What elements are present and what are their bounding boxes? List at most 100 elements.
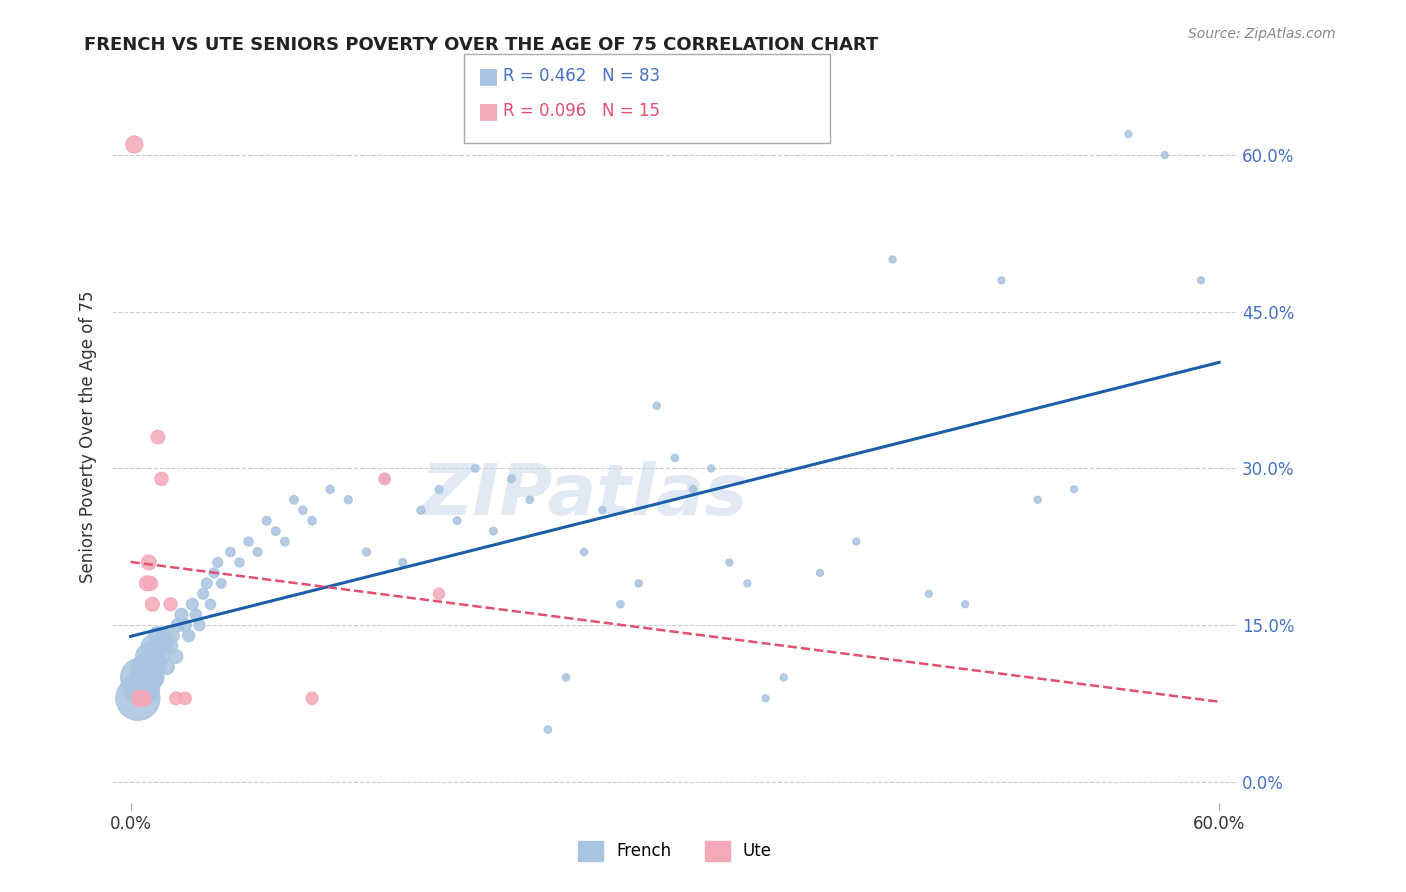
Point — [1118, 127, 1140, 141]
Point — [337, 492, 360, 507]
Point — [139, 576, 162, 591]
Point — [700, 461, 723, 475]
Point — [193, 587, 215, 601]
Point — [319, 483, 342, 497]
Point — [664, 450, 686, 465]
Point — [156, 660, 179, 674]
Point — [572, 545, 595, 559]
Point — [772, 670, 794, 684]
Point — [228, 556, 250, 570]
Point — [181, 597, 204, 611]
Point — [132, 681, 155, 695]
Point — [138, 649, 160, 664]
Point — [501, 472, 523, 486]
Text: ■: ■ — [478, 66, 499, 86]
Point — [737, 576, 759, 591]
Text: R = 0.462   N = 83: R = 0.462 N = 83 — [503, 67, 661, 85]
Point — [188, 618, 211, 632]
Point — [301, 514, 323, 528]
Point — [356, 545, 378, 559]
Point — [256, 514, 278, 528]
Point — [132, 691, 155, 706]
Point — [882, 252, 904, 267]
Point — [591, 503, 613, 517]
Point — [482, 524, 505, 538]
Point — [918, 587, 941, 601]
Point — [143, 649, 166, 664]
Point — [139, 660, 162, 674]
Point — [127, 691, 149, 706]
Point — [165, 649, 187, 664]
Point — [165, 691, 187, 706]
Text: FRENCH VS UTE SENIORS POVERTY OVER THE AGE OF 75 CORRELATION CHART: FRENCH VS UTE SENIORS POVERTY OVER THE A… — [84, 36, 879, 54]
Point — [1026, 492, 1049, 507]
Point — [138, 556, 160, 570]
Point — [202, 566, 225, 580]
Point — [409, 503, 432, 517]
Point — [170, 607, 193, 622]
Text: ■: ■ — [478, 102, 499, 121]
Point — [159, 597, 181, 611]
Point — [149, 639, 172, 653]
Point — [136, 576, 159, 591]
Point — [152, 629, 174, 643]
Point — [627, 576, 650, 591]
Point — [1063, 483, 1085, 497]
Point — [464, 461, 486, 475]
Text: Source: ZipAtlas.com: Source: ZipAtlas.com — [1188, 27, 1336, 41]
Point — [162, 629, 184, 643]
Point — [808, 566, 831, 580]
Point — [141, 670, 163, 684]
Point — [953, 597, 976, 611]
Point — [301, 691, 323, 706]
Point — [141, 597, 163, 611]
Point — [128, 691, 150, 706]
Point — [136, 660, 159, 674]
Point — [184, 607, 207, 622]
Point — [128, 670, 150, 684]
Point — [374, 472, 396, 486]
Point — [718, 556, 741, 570]
Point — [845, 534, 868, 549]
Point — [207, 556, 229, 570]
Point — [291, 503, 314, 517]
Point — [146, 629, 169, 643]
Point — [264, 524, 287, 538]
Point — [682, 483, 704, 497]
Point — [283, 492, 305, 507]
Point — [174, 691, 197, 706]
Point — [200, 597, 222, 611]
Point — [990, 273, 1012, 287]
Point — [174, 618, 197, 632]
Point — [209, 576, 232, 591]
Point — [246, 545, 269, 559]
Point — [755, 691, 778, 706]
Point — [138, 670, 160, 684]
Point — [159, 639, 181, 653]
Point — [555, 670, 578, 684]
Point — [427, 587, 450, 601]
Point — [219, 545, 242, 559]
Legend: French, Ute: French, Ute — [571, 834, 779, 868]
Point — [446, 514, 468, 528]
Point — [1189, 273, 1212, 287]
Point — [153, 639, 176, 653]
Point — [537, 723, 560, 737]
Point — [150, 472, 173, 486]
Point — [145, 660, 167, 674]
Y-axis label: Seniors Poverty Over the Age of 75: Seniors Poverty Over the Age of 75 — [79, 291, 97, 583]
Text: R = 0.096   N = 15: R = 0.096 N = 15 — [503, 103, 661, 120]
Point — [131, 681, 153, 695]
Point — [141, 639, 163, 653]
Point — [177, 629, 200, 643]
Point — [374, 472, 396, 486]
Point — [238, 534, 260, 549]
Point — [122, 137, 145, 152]
Point — [609, 597, 631, 611]
Text: ZIPatlas: ZIPatlas — [422, 461, 748, 530]
Point — [645, 399, 668, 413]
Point — [146, 639, 169, 653]
Point — [274, 534, 297, 549]
Point — [427, 483, 450, 497]
Point — [195, 576, 218, 591]
